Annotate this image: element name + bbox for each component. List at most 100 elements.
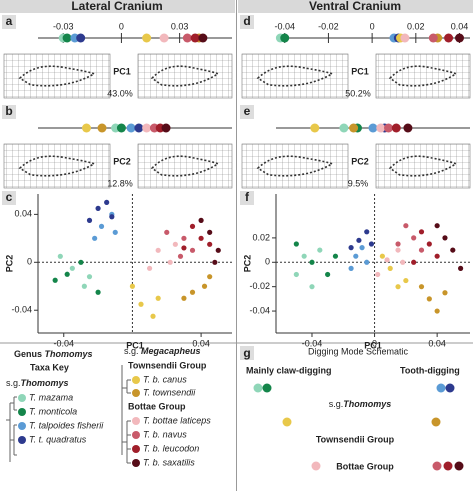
header: Lateral Cranium xyxy=(71,0,162,13)
deformation-grid xyxy=(375,53,471,99)
text: s.g. xyxy=(6,378,21,388)
point xyxy=(293,271,299,278)
landmark-outline xyxy=(388,65,458,87)
point xyxy=(356,237,362,243)
point xyxy=(309,284,315,290)
point xyxy=(434,253,440,259)
taxon-swatch xyxy=(132,445,140,453)
panel-letter: g xyxy=(243,346,250,360)
group-mean xyxy=(444,33,454,43)
point xyxy=(353,253,359,259)
variance: 12.8% xyxy=(107,178,133,188)
group-mean xyxy=(126,123,136,133)
point xyxy=(64,271,70,277)
point xyxy=(181,245,187,251)
point xyxy=(172,241,178,247)
text: s.g. xyxy=(124,346,139,356)
tick-label: -0.04 xyxy=(53,338,74,348)
group-mean xyxy=(339,123,349,133)
group-label: Bottae Group xyxy=(128,401,186,411)
tick-label: 0.04 xyxy=(14,209,32,219)
taxon-swatch xyxy=(132,459,140,467)
group-mean xyxy=(142,123,152,133)
landmark-outline xyxy=(388,155,458,177)
point xyxy=(155,247,161,253)
tick-label: -0.04 xyxy=(274,21,295,31)
group-mean xyxy=(376,123,386,133)
taxon-swatch xyxy=(132,417,140,425)
panel-letter-bg xyxy=(240,346,254,360)
schematic-dot xyxy=(436,383,446,393)
tick-label: 0 xyxy=(265,257,270,267)
group-mean xyxy=(428,33,438,43)
tick-label: -0.02 xyxy=(318,21,339,31)
point xyxy=(379,253,385,259)
group-mean xyxy=(116,123,126,133)
text: Genus xyxy=(14,349,42,359)
taxon-swatch xyxy=(132,431,140,439)
panel-letter: a xyxy=(6,14,13,28)
deformation-grid xyxy=(375,143,471,189)
point xyxy=(395,284,401,290)
header-bar xyxy=(0,0,235,13)
tick-label: 0 xyxy=(119,21,124,31)
point xyxy=(167,259,173,265)
group-mean xyxy=(368,123,378,133)
point xyxy=(86,217,93,223)
tick-label: 0 xyxy=(27,257,32,267)
point xyxy=(207,229,213,235)
point xyxy=(387,265,393,271)
taxon-name: T. b. leucodon xyxy=(143,443,199,453)
group-label: Bottae Group xyxy=(336,461,394,471)
point xyxy=(112,229,118,235)
point xyxy=(201,283,208,289)
tree xyxy=(121,365,131,464)
point xyxy=(395,247,401,253)
point xyxy=(317,247,323,253)
taxon-swatch xyxy=(18,422,26,430)
tick-label: -0.04 xyxy=(249,305,270,315)
text: Megacapheus xyxy=(141,346,201,356)
tick-label: -0.02 xyxy=(249,281,270,291)
point xyxy=(69,265,75,271)
panel-letter-bg xyxy=(2,105,16,119)
subgenus: s.g. Megacapheus xyxy=(124,346,201,356)
landmark-outline xyxy=(18,155,96,177)
point xyxy=(309,259,315,265)
point xyxy=(403,223,409,229)
landmark-outline xyxy=(150,65,220,87)
mode-label: Mainly claw-digging xyxy=(246,365,332,375)
point xyxy=(81,283,87,289)
taxon-name: T. b. navus xyxy=(143,429,187,439)
point xyxy=(426,241,432,247)
point xyxy=(207,241,213,247)
point xyxy=(364,229,370,235)
variance: 50.2% xyxy=(345,88,371,98)
schematic-dot xyxy=(454,461,464,471)
group-mean xyxy=(400,33,410,43)
taxon-swatch xyxy=(18,408,26,416)
group-label: Townsendii Group xyxy=(316,434,395,444)
taxon-name: T. monticola xyxy=(29,406,77,416)
tick-label: 0.04 xyxy=(428,338,446,348)
point xyxy=(348,265,354,271)
schematic-dot xyxy=(432,461,442,471)
group-mean xyxy=(134,123,144,133)
panel-letter-bg xyxy=(2,15,16,29)
text: Thomomys xyxy=(343,399,391,409)
point xyxy=(150,313,156,319)
tick-label: -0.03 xyxy=(53,21,74,31)
point xyxy=(92,235,98,241)
header: Ventral Cranium xyxy=(309,0,401,13)
taxon-name: T. talpoides fisherii xyxy=(29,420,104,430)
panel-letter: d xyxy=(243,14,250,28)
point xyxy=(198,217,204,223)
point xyxy=(215,247,221,253)
panel-letter: f xyxy=(245,190,250,204)
taxon-name: T. b. saxatilis xyxy=(143,457,195,467)
panel-letter-bg xyxy=(240,15,254,29)
point xyxy=(104,199,110,205)
point xyxy=(95,289,101,295)
panel-letter-bg xyxy=(2,191,16,205)
taxon-swatch xyxy=(18,436,26,444)
